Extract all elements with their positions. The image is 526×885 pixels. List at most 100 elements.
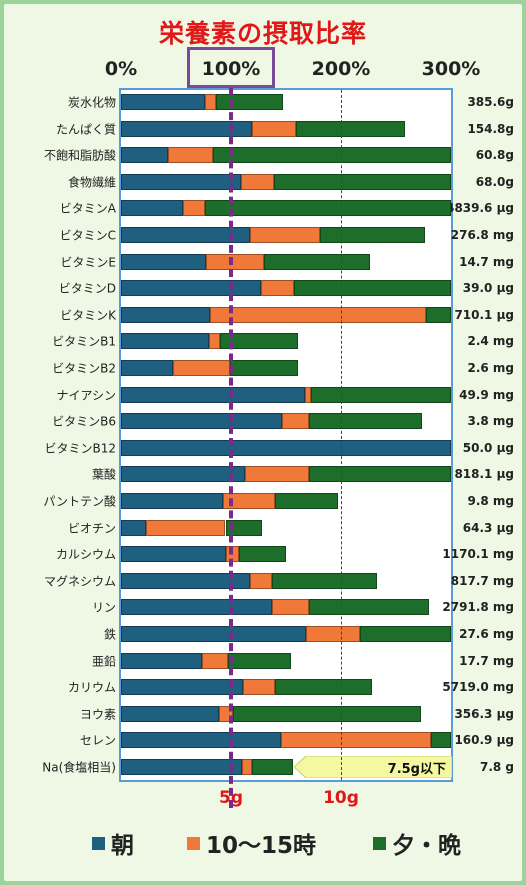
bar-segment-morning — [121, 705, 219, 722]
legend-swatch-evening — [373, 836, 386, 850]
total-amount-label: 817.7 mg — [450, 573, 514, 588]
bar-segment-daytime — [260, 280, 294, 297]
bar-segment-daytime — [242, 759, 252, 775]
category-label: マグネシウム — [43, 574, 116, 589]
bar-segment-evening — [275, 679, 372, 696]
bar-segment-evening — [309, 413, 423, 430]
bar-segment-daytime — [304, 386, 312, 403]
legend-swatch-daytime — [187, 836, 200, 850]
bar-segment-evening — [238, 546, 286, 563]
bar-segment-morning — [121, 599, 272, 616]
category-label: セレン — [79, 733, 116, 748]
bar-segment-evening — [293, 280, 451, 297]
category-label: ビタミンB1 — [52, 334, 116, 349]
bar-segment-morning — [121, 572, 250, 589]
total-amount-label: 4839.6 μg — [446, 201, 514, 216]
bar-segment-morning — [121, 94, 205, 110]
bar-segment-evening — [233, 705, 422, 722]
bar-segment-daytime — [182, 200, 205, 217]
x-tick-100: 100% — [201, 58, 261, 80]
total-amount-label: 9.8 mg — [467, 494, 514, 508]
total-amount-label: 27.6 mg — [459, 627, 514, 641]
bar-segment-evening — [225, 519, 262, 536]
bar-segment-daytime — [305, 626, 360, 642]
category-label: ビタミンB12 — [44, 441, 116, 456]
bar-segment-morning — [121, 679, 244, 696]
category-label: 亜鉛 — [91, 654, 116, 669]
total-amount-label: 5719.0 mg — [442, 680, 514, 695]
bar-segment-morning — [121, 253, 206, 270]
legend: 朝 10〜15時 夕・晩 — [0, 826, 526, 860]
total-amount-label: 385.6g — [467, 95, 514, 109]
bar-segment-evening — [295, 120, 405, 137]
total-amount-label: 2.4 mg — [467, 334, 514, 349]
legend-label-daytime: 10〜15時 — [206, 833, 317, 859]
category-label: ビタミンA — [59, 201, 116, 216]
bar-segment-morning — [121, 519, 147, 536]
bar-segment-morning — [121, 493, 224, 509]
bar-segment-morning — [121, 120, 252, 137]
bar-segment-daytime — [245, 466, 310, 483]
legend-item-morning: 朝 — [92, 826, 134, 860]
reference-line-100 — [229, 88, 233, 808]
total-amount-label: 7.8 g — [479, 760, 514, 774]
bar-segment-evening — [204, 200, 451, 217]
gridline-200 — [341, 90, 342, 780]
bar-segment-daytime — [251, 120, 296, 137]
bar-segment-evening — [229, 360, 299, 376]
bar-segment-morning — [121, 413, 282, 430]
secondary-tick-10g: 10g — [323, 788, 359, 808]
total-amount-label: 68.0g — [475, 174, 514, 189]
total-amount-label: 160.9 μg — [454, 733, 514, 748]
total-amount-label: 60.8g — [475, 148, 514, 163]
legend-item-evening: 夕・晩 — [373, 826, 461, 860]
bar-segment-morning — [121, 147, 169, 164]
total-amount-label: 1170.1 mg — [442, 547, 514, 562]
bar-segment-daytime — [243, 679, 275, 696]
total-amount-label: 2791.8 mg — [442, 600, 514, 615]
total-amount-label: 49.9 mg — [459, 387, 514, 402]
bar-segment-daytime — [202, 652, 228, 669]
bar-segment-daytime — [223, 493, 275, 509]
reference-100-label-box — [187, 47, 275, 88]
total-amount-label: 50.0 μg — [462, 440, 514, 455]
bar-segment-daytime — [240, 173, 274, 190]
category-label: ヨウ素 — [79, 707, 116, 722]
bar-segment-morning — [121, 360, 173, 376]
bar-segment-daytime — [281, 413, 310, 430]
bar-segment-morning — [121, 466, 246, 483]
bar-segment-daytime — [280, 732, 432, 749]
legend-swatch-morning — [92, 836, 105, 850]
bar-segment-morning — [121, 652, 203, 669]
bar-segment-daytime — [249, 572, 272, 589]
total-amount-label: 154.8g — [467, 121, 514, 136]
category-label: ビタミンE — [60, 255, 116, 270]
bar-segment-evening — [227, 652, 292, 669]
category-label: カルシウム — [55, 547, 116, 562]
bar-segment-evening — [215, 94, 283, 110]
bar-segment-morning — [121, 386, 305, 403]
total-amount-label: 3.8 mg — [467, 414, 514, 429]
bar-segment-daytime — [271, 599, 310, 616]
bar-segment-evening — [311, 386, 451, 403]
bar-segment-morning — [121, 546, 226, 563]
bar-segment-morning — [121, 200, 183, 217]
category-label: ビオチン — [67, 521, 116, 536]
bar-segment-daytime — [204, 94, 216, 110]
category-label: 鉄 — [103, 627, 116, 642]
plot-area — [119, 88, 453, 782]
sodium-limit-annotation: 7.5g以下 — [294, 756, 452, 778]
bar-segment-morning — [121, 306, 211, 323]
total-amount-label: 14.7 mg — [459, 254, 514, 269]
total-amount-label: 2.6 mg — [467, 361, 514, 375]
bar-segment-evening — [264, 253, 370, 270]
x-tick-300: 300% — [421, 58, 481, 80]
category-label: 炭水化物 — [67, 95, 116, 110]
bar-segment-daytime — [249, 227, 321, 243]
bar-segment-evening — [273, 173, 451, 190]
category-label: カリウム — [67, 680, 116, 695]
bar-segment-morning — [121, 333, 209, 350]
bar-segment-evening — [251, 759, 293, 775]
legend-label-evening: 夕・晩 — [392, 833, 461, 859]
x-tick-200: 200% — [311, 58, 371, 80]
